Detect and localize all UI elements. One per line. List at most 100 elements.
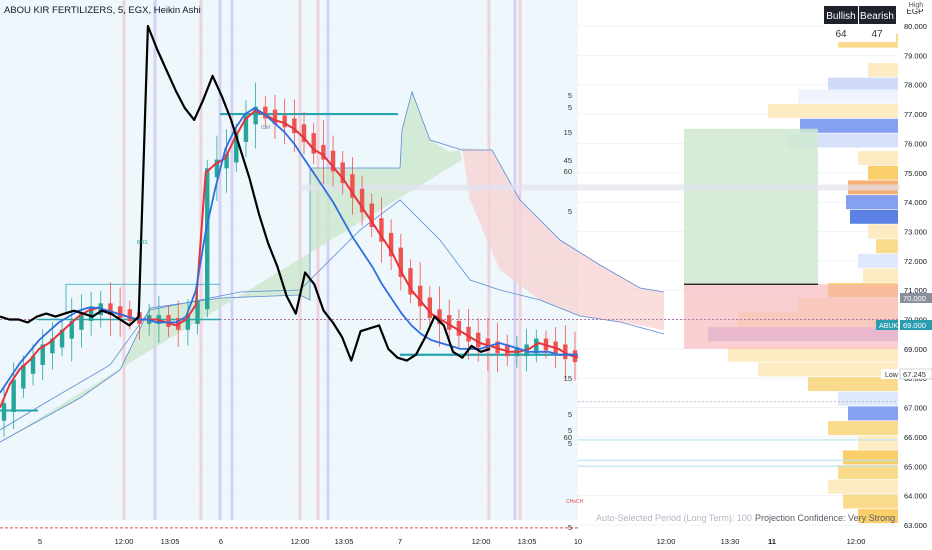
session-marker [487, 0, 491, 520]
level-number: 60 [564, 433, 572, 442]
candle-body [379, 218, 384, 242]
symbol-tag-label: ABUK [879, 323, 898, 330]
price-tick-label: 79.000 [904, 51, 927, 60]
candle-body [224, 153, 229, 169]
time-tick-label: 12:00 [291, 537, 310, 546]
candle-body [292, 118, 297, 134]
price-tick-label: 64.000 [904, 492, 927, 501]
price-tick-label: 63.000 [904, 521, 927, 530]
level-number: 5 [568, 207, 572, 216]
volume-profile-bar [868, 224, 898, 239]
candle-body [11, 379, 16, 412]
candle-body [30, 356, 36, 374]
low-price-bg [899, 368, 932, 380]
line-price-tag-bg [900, 293, 932, 303]
candle-body [69, 320, 74, 339]
candle-body [398, 247, 403, 277]
session-marker [316, 0, 320, 520]
session-marker [122, 0, 126, 520]
price-tick-label: 71.000 [904, 286, 927, 295]
projection-zones [300, 128, 900, 349]
confidence-text: Projection Confidence: Very Strong [755, 513, 895, 523]
session-marker [230, 0, 234, 520]
candle-body [311, 133, 316, 154]
candle-body [359, 188, 365, 213]
ma-blue-line [0, 107, 578, 394]
volume-profile-bar [863, 268, 898, 283]
candle-body [88, 306, 94, 321]
time-tick-label: 5 [38, 537, 42, 546]
candle-body [340, 162, 345, 184]
candle-body [427, 297, 433, 319]
projection-band [300, 184, 900, 191]
price-tick-label: 74.000 [904, 198, 927, 207]
candle-body [1, 403, 7, 421]
kumo-edge-a [0, 90, 665, 443]
time-tick-label: 11 [768, 537, 776, 546]
candle-body [282, 115, 287, 128]
volume-profile-bar [828, 421, 898, 436]
candle-body [214, 159, 220, 178]
symbol-tag-price: 69.000 [903, 321, 926, 330]
session-marker [326, 0, 330, 520]
level-number: 15 [564, 374, 572, 383]
kumo-bull-area [0, 92, 462, 442]
line-price-tag: 70.000 [903, 294, 926, 303]
kumo-cloud [0, 90, 665, 443]
price-tick-label: 77.000 [904, 110, 927, 119]
volume-profile-bar [858, 509, 898, 524]
projection-target-zone [684, 128, 818, 285]
low-price: 67.245 [903, 370, 926, 379]
candle-body [272, 109, 278, 125]
candle-body [50, 338, 55, 354]
candle-body [534, 338, 539, 354]
time-axis[interactable]: 5 12:00 13:05 6 12:00 13:05 7 12:00 13:05 10 12:00… [38, 537, 865, 546]
volume-profile-bar [846, 195, 898, 210]
time-tick-label: 13:05 [335, 537, 354, 546]
volume-profile-bar [858, 435, 898, 450]
candle-body [369, 203, 374, 228]
currency-label: EGP [907, 7, 924, 16]
candle-body [185, 315, 191, 330]
candle-body [117, 306, 123, 319]
candle-body [476, 332, 481, 348]
candle-body [127, 309, 133, 321]
price-tick-label: 72.000 [904, 257, 927, 266]
bullish-value: 64 [835, 29, 847, 40]
volume-profile-bar [868, 165, 898, 180]
level-number: 5 [568, 410, 572, 419]
time-tick-label: 12:00 [847, 537, 866, 546]
level-number: 5 [568, 439, 572, 448]
candle-body [563, 344, 568, 360]
price-tick-label: 80.000 [904, 22, 927, 31]
volume-profile-bar [758, 362, 898, 377]
indicator-lines [0, 24, 579, 408]
bearish-label: Bearish [860, 11, 894, 22]
candle-body [456, 320, 462, 336]
time-tick-label: 13:05 [518, 537, 537, 546]
price-tick-label: 76.000 [904, 139, 927, 148]
volume-profile-bar [858, 151, 898, 166]
price-axis-background [898, 0, 932, 550]
level-number: 5 [568, 103, 572, 112]
candle-body [108, 303, 113, 316]
bos-label: BOS [137, 240, 148, 246]
candle-body [388, 232, 394, 257]
candle-body [437, 309, 442, 324]
volume-profile-bar [858, 253, 898, 268]
candle-body [330, 150, 336, 172]
price-tick-label: 67.000 [904, 404, 927, 413]
bullish-label: Bullish [826, 11, 855, 22]
high-tag: High [909, 2, 924, 9]
volume-profile-bar [838, 465, 898, 480]
volume-profile-bar [728, 347, 898, 362]
candle-body [79, 312, 84, 330]
price-tick-label: 69.000 [904, 345, 927, 354]
volume-profile-bar [843, 494, 898, 509]
candle-body [466, 326, 471, 342]
candle-body [417, 285, 423, 307]
period-text: Auto-Selected Period (Long Term): 100 [596, 513, 752, 523]
time-tick-label: 13:30 [721, 537, 740, 546]
